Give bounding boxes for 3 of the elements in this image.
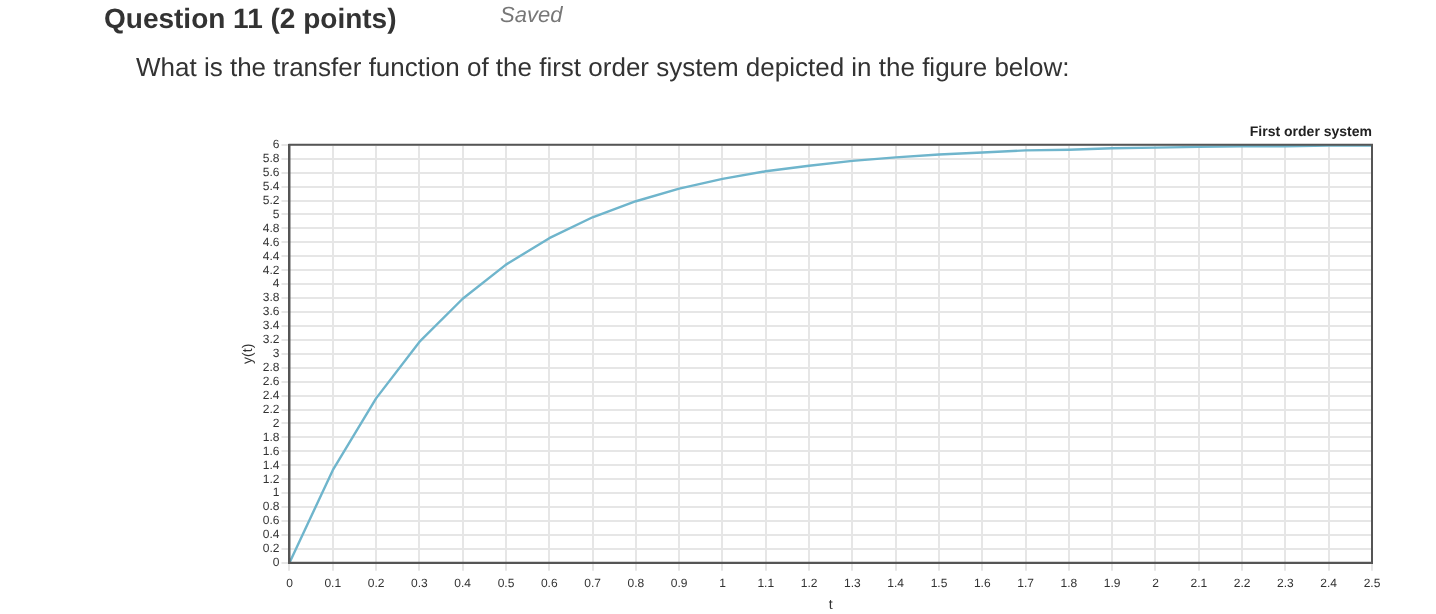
- text: Saved: [500, 4, 563, 28]
- text: Question 11 (2 points): [104, 2, 397, 34]
- text: What is the transfer function of the first order system depicted in the figure below:: [136, 52, 1070, 82]
